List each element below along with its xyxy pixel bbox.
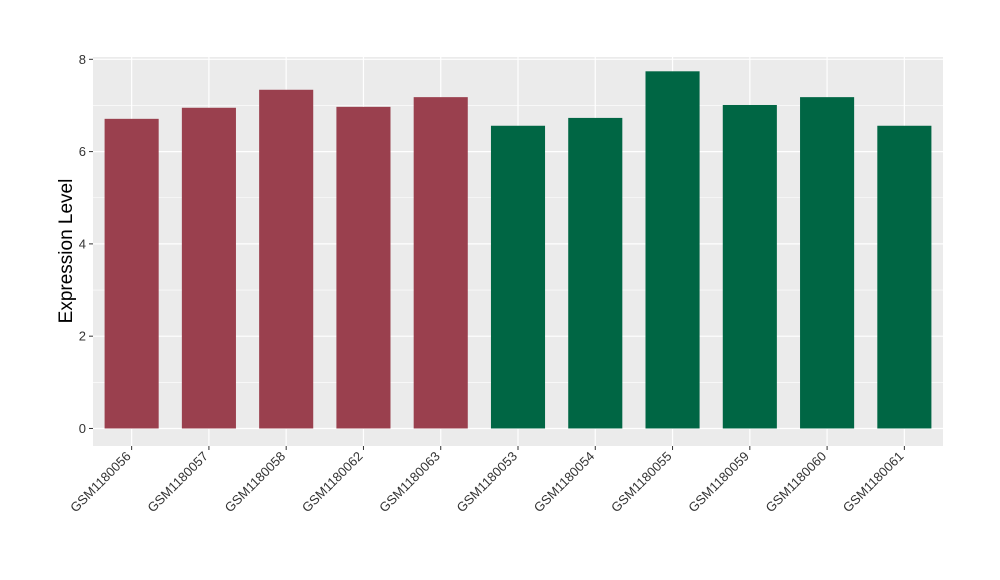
x-tick-label: GSM1180054: [531, 449, 598, 516]
bar: [259, 89, 314, 429]
x-tick-label: GSM1180056: [67, 449, 134, 516]
y-tick-label: 2: [79, 329, 86, 344]
x-tick-label: GSM1180059: [685, 449, 752, 516]
x-tick-label: GSM1180058: [222, 449, 289, 516]
y-tick-label: 4: [79, 236, 86, 251]
y-axis-title: Expression Level: [56, 179, 77, 324]
bar: [181, 107, 236, 429]
bar: [568, 117, 623, 429]
x-tick-label: GSM1180062: [299, 449, 366, 516]
y-tick-label: 0: [79, 421, 86, 436]
bar: [722, 104, 777, 429]
x-axis: GSM1180056 GSM1180057 GSM1180058 GSM1180062…: [67, 446, 906, 515]
y-axis: 0 2 4 6 8: [79, 52, 93, 436]
y-tick-label: 8: [79, 52, 86, 67]
x-tick-label: GSM1180053: [453, 449, 520, 516]
bar: [104, 118, 159, 429]
bar: [800, 97, 855, 429]
x-tick-label: GSM1180055: [608, 449, 675, 516]
bar: [490, 125, 546, 429]
x-tick-label: GSM1180057: [144, 449, 211, 516]
bars: [104, 71, 932, 429]
x-tick-label: GSM1180061: [840, 449, 907, 516]
x-tick-label: GSM1180063: [376, 449, 443, 516]
y-tick-label: 6: [79, 144, 86, 159]
bar: [645, 71, 700, 429]
x-tick-label: GSM1180060: [763, 449, 830, 516]
bar: [336, 106, 391, 429]
bar: [413, 97, 468, 429]
bar: [877, 125, 932, 429]
